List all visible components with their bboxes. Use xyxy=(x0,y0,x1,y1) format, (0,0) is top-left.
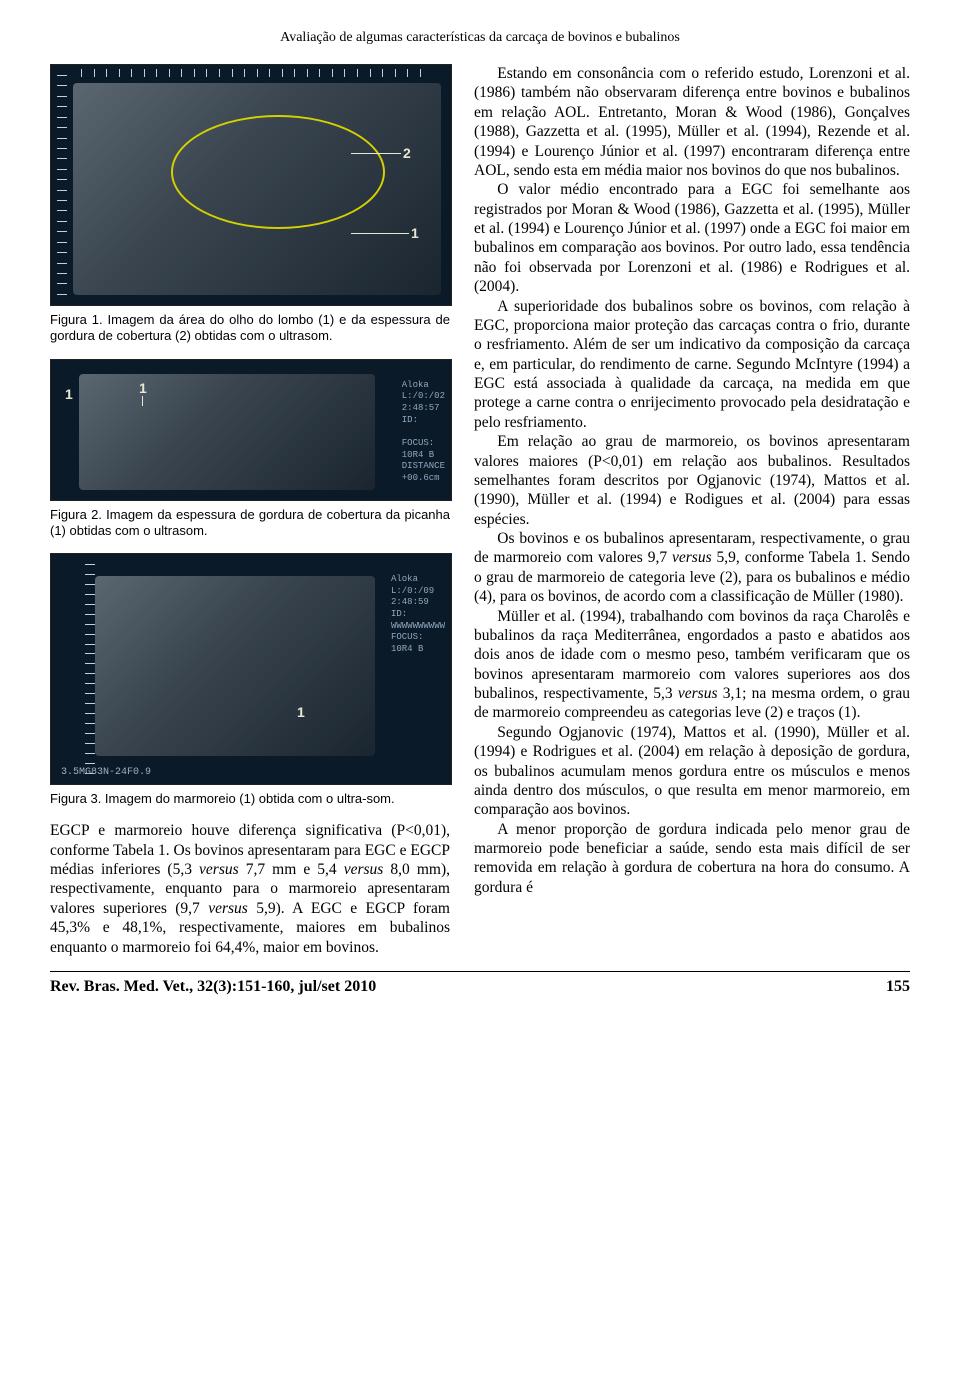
figure-3: AlokaL:/0:/092:48:59ID:WWWWWWWWWWFOCUS: … xyxy=(50,553,450,807)
figure-3-image: AlokaL:/0:/092:48:59ID:WWWWWWWWWWFOCUS: … xyxy=(50,553,452,785)
annotation-marker: 1 xyxy=(297,704,305,720)
body-paragraph: O valor médio encontrado para a EGC foi … xyxy=(474,180,910,296)
running-head: Avaliação de algumas características da … xyxy=(50,30,910,46)
left-body-paragraph: EGCP e marmoreio houve diferença signifi… xyxy=(50,821,450,957)
body-paragraph: Segundo Ogjanovic (1974), Mattos et al. … xyxy=(474,723,910,820)
monitor-overlay-text: AlokaL:/0:/022:48:57ID:FOCUS: 10R4 BDIST… xyxy=(402,380,445,485)
page-number: 155 xyxy=(886,978,910,996)
figure-1-caption: Figura 1. Imagem da área do olho do lomb… xyxy=(50,312,450,345)
monitor-footer-text: 3.5MG83N-24F0.9 xyxy=(61,767,151,778)
body-paragraph: A superioridade dos bubalinos sobre os b… xyxy=(474,297,910,433)
annotation-marker: 1 xyxy=(411,225,419,241)
body-paragraph: Em relação ao grau de marmoreio, os bovi… xyxy=(474,432,910,529)
body-paragraph: A menor proporção de gordura indicada pe… xyxy=(474,820,910,898)
figure-2: AlokaL:/0:/022:48:57ID:FOCUS: 10R4 BDIST… xyxy=(50,359,450,540)
figure-3-caption: Figura 3. Imagem do marmoreio (1) obtida… xyxy=(50,791,450,807)
annotation-marker: 2 xyxy=(403,145,411,161)
body-paragraph: Estando em consonância com o referido es… xyxy=(474,64,910,180)
annotation-tick xyxy=(142,396,143,406)
monitor-overlay-text: AlokaL:/0:/092:48:59ID:WWWWWWWWWWFOCUS: … xyxy=(391,574,445,656)
annotation-marker: 1 xyxy=(65,386,73,402)
annotation-marker: 1 xyxy=(139,380,147,396)
ruler-vertical xyxy=(57,75,69,295)
ruler-horizontal xyxy=(81,69,421,77)
figure-2-caption: Figura 2. Imagem da espessura de gordura… xyxy=(50,507,450,540)
journal-citation: Rev. Bras. Med. Vet., 32(3):151-160, jul… xyxy=(50,978,376,996)
body-paragraph: Os bovinos e os bubalinos apresentaram, … xyxy=(474,529,910,607)
figure-2-image: AlokaL:/0:/022:48:57ID:FOCUS: 10R4 BDIST… xyxy=(50,359,452,501)
annotation-leader-line xyxy=(351,233,409,234)
annotation-leader-line xyxy=(351,153,401,154)
right-column: Estando em consonância com o referido es… xyxy=(474,64,910,957)
ultrasound-tissue xyxy=(95,576,375,756)
body-paragraph: Müller et al. (1994), trabalhando com bo… xyxy=(474,607,910,723)
ultrasound-tissue xyxy=(79,374,375,490)
page-footer: Rev. Bras. Med. Vet., 32(3):151-160, jul… xyxy=(50,971,910,996)
figure-1-image: 21 xyxy=(50,64,452,306)
left-column: 21 Figura 1. Imagem da área do olho do l… xyxy=(50,64,450,957)
figure-1: 21 Figura 1. Imagem da área do olho do l… xyxy=(50,64,450,345)
aol-ellipse-annotation xyxy=(171,115,385,229)
